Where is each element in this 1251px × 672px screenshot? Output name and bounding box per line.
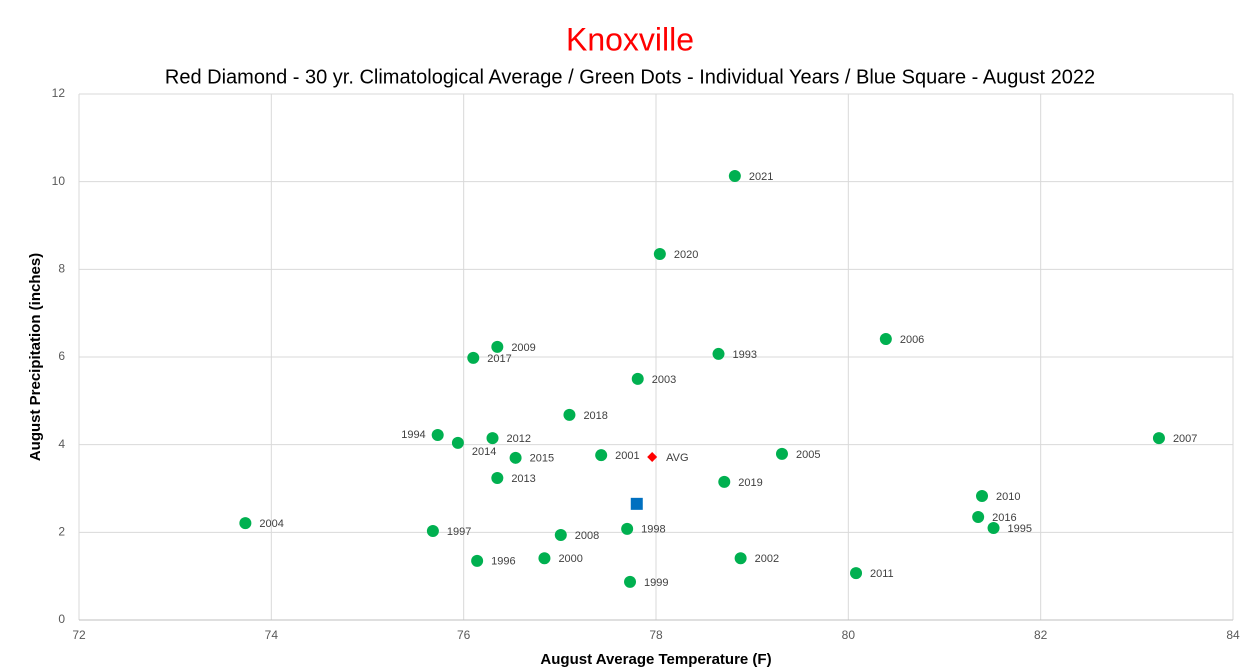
point <box>728 169 741 182</box>
point-label: 2000 <box>558 553 582 565</box>
point-label: 2020 <box>674 249 698 261</box>
point-label: 2016 <box>992 512 1016 524</box>
point-label: 2009 <box>511 342 535 354</box>
point-label: 2015 <box>530 453 554 465</box>
point-label: 2014 <box>472 446 496 458</box>
point <box>451 436 464 449</box>
point <box>976 489 989 502</box>
y-tick-label: 8 <box>58 262 65 276</box>
point-label: 2006 <box>900 334 924 346</box>
point <box>734 552 747 565</box>
point <box>239 517 252 530</box>
point <box>595 449 608 462</box>
point <box>879 333 892 346</box>
point-label: 1996 <box>491 556 515 568</box>
point-label: 2021 <box>749 171 773 183</box>
point <box>554 528 567 541</box>
point <box>850 567 863 580</box>
y-tick-label: 6 <box>58 349 65 363</box>
y-tick-label: 0 <box>58 612 65 626</box>
point-label: 2010 <box>996 491 1020 503</box>
x-tick-label: 84 <box>1226 628 1240 642</box>
x-tick-label: 72 <box>72 628 86 642</box>
point <box>431 429 444 442</box>
x-tick-label: 80 <box>842 628 856 642</box>
x-tick-label: 76 <box>457 628 471 642</box>
point <box>647 451 658 462</box>
point-label: 2001 <box>615 450 639 462</box>
point-label: 2002 <box>755 553 779 565</box>
point-label: 1994 <box>401 429 425 441</box>
chart-title: Knoxville <box>566 21 694 57</box>
y-tick-label: 2 <box>58 525 65 539</box>
point <box>491 471 504 484</box>
y-tick-label: 12 <box>52 86 66 100</box>
point-label: 2012 <box>507 433 531 445</box>
point <box>712 347 725 360</box>
x-tick-label: 82 <box>1034 628 1048 642</box>
x-axis-label: August Average Temperature (F) <box>540 651 771 668</box>
point <box>718 475 731 488</box>
y-axis-label: August Precipitation (inches) <box>27 253 44 461</box>
point <box>509 451 522 464</box>
point-label: 1999 <box>644 577 668 589</box>
x-tick-label: 78 <box>649 628 663 642</box>
point <box>471 554 484 567</box>
point-label: 1993 <box>733 349 757 361</box>
point-label: 2011 <box>870 568 894 580</box>
point <box>491 340 504 353</box>
point <box>630 497 643 510</box>
x-tick-label: 74 <box>265 628 279 642</box>
point <box>467 351 480 364</box>
point-label: 2013 <box>511 473 535 485</box>
point <box>538 552 551 565</box>
point <box>426 525 439 538</box>
point-label: 2007 <box>1173 433 1197 445</box>
point <box>653 247 666 260</box>
point <box>1152 432 1165 445</box>
y-tick-label: 10 <box>52 174 66 188</box>
point <box>972 510 985 523</box>
chart-subtitle: Red Diamond - 30 yr. Climatological Aver… <box>165 66 1095 88</box>
y-tick-label: 4 <box>58 437 65 451</box>
point <box>631 372 644 385</box>
point-label: 2019 <box>738 477 762 489</box>
point-label: 2017 <box>487 353 511 365</box>
point <box>486 432 499 445</box>
point-label: 1995 <box>1008 523 1032 535</box>
point-label: 2008 <box>575 530 599 542</box>
point <box>624 575 637 588</box>
point-label: 2003 <box>652 374 676 386</box>
point <box>563 408 576 421</box>
point <box>621 522 634 535</box>
point-label: 1998 <box>641 524 665 536</box>
point <box>987 521 1000 534</box>
point <box>775 447 788 460</box>
point-label: 2018 <box>583 410 607 422</box>
point-label: AVG <box>666 452 688 464</box>
point-label: 2005 <box>796 449 820 461</box>
point-label: 2004 <box>259 518 283 530</box>
point-label: 1997 <box>447 526 471 538</box>
